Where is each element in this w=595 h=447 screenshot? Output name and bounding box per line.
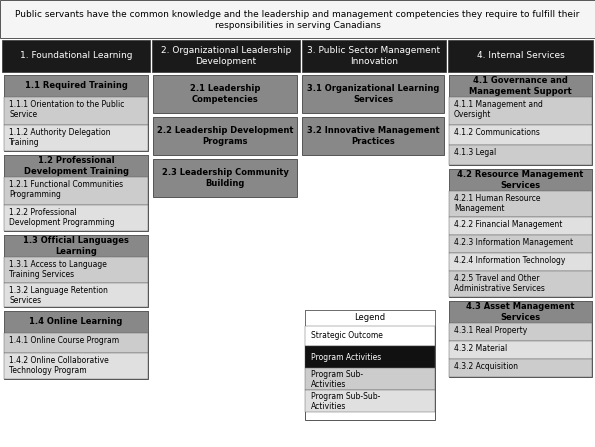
Text: 4.3.1 Real Property: 4.3.1 Real Property	[454, 326, 527, 335]
Bar	[302, 40, 446, 72]
Bar	[449, 359, 592, 377]
Bar	[4, 311, 148, 379]
Text: Program Activities: Program Activities	[311, 353, 381, 362]
Text: 4.1 Governance and
Management Support: 4.1 Governance and Management Support	[469, 76, 572, 96]
Bar	[0, 0, 595, 38]
Text: 1.4.1 Online Course Program: 1.4.1 Online Course Program	[9, 336, 119, 345]
Text: 2.1 Leadership
Competencies: 2.1 Leadership Competencies	[190, 84, 260, 104]
Text: 4.2.2 Financial Management: 4.2.2 Financial Management	[454, 220, 562, 229]
Bar	[449, 97, 592, 125]
Text: 4.2 Resource Management
Services: 4.2 Resource Management Services	[458, 170, 584, 190]
Text: 1.2.1 Functional Communities
Programming: 1.2.1 Functional Communities Programming	[9, 180, 123, 199]
Text: 1.4 Online Learning: 1.4 Online Learning	[29, 317, 123, 326]
Text: 4.3.2 Material: 4.3.2 Material	[454, 344, 508, 353]
Text: 1.1 Required Training: 1.1 Required Training	[24, 81, 127, 90]
Text: 1.1.2 Authority Delegation
Training: 1.1.2 Authority Delegation Training	[9, 128, 111, 148]
Text: 4.1.1 Management and
Oversight: 4.1.1 Management and Oversight	[454, 100, 543, 119]
Bar	[4, 75, 148, 151]
Text: 1.3 Official Languages
Learning: 1.3 Official Languages Learning	[23, 236, 129, 256]
Text: 4.2.3 Information Management: 4.2.3 Information Management	[454, 238, 573, 247]
Text: 4.3.2 Acquisition: 4.3.2 Acquisition	[454, 362, 518, 371]
Bar	[2, 40, 150, 72]
Bar	[4, 155, 148, 177]
Bar	[4, 235, 148, 257]
Bar	[449, 145, 592, 165]
Text: 2. Organizational Leadership
Development: 2. Organizational Leadership Development	[161, 46, 291, 66]
Bar	[449, 125, 592, 145]
Bar	[152, 40, 300, 72]
Bar	[449, 235, 592, 253]
Bar	[305, 326, 435, 346]
Bar	[4, 97, 148, 125]
Text: 4.2.1 Human Resource
Management: 4.2.1 Human Resource Management	[454, 194, 540, 213]
Bar	[449, 271, 592, 297]
Text: 1.1.1 Orientation to the Public
Service: 1.1.1 Orientation to the Public Service	[9, 100, 124, 119]
Text: 4.2.4 Information Technology: 4.2.4 Information Technology	[454, 256, 565, 265]
Bar	[302, 117, 444, 155]
Text: 1.2 Professional
Development Training: 1.2 Professional Development Training	[23, 156, 129, 176]
Text: 1. Foundational Learning: 1. Foundational Learning	[20, 51, 132, 60]
Text: Program Sub-Sub-
Activities: Program Sub-Sub- Activities	[311, 392, 380, 411]
Bar	[4, 257, 148, 283]
Text: 1.2.2 Professional
Development Programming: 1.2.2 Professional Development Programmi…	[9, 208, 115, 228]
Bar	[305, 310, 435, 420]
Bar	[4, 75, 148, 97]
Bar	[449, 191, 592, 217]
Text: 4.1.3 Legal: 4.1.3 Legal	[454, 148, 496, 157]
Bar	[305, 310, 435, 326]
Bar	[449, 301, 592, 323]
Bar	[449, 75, 592, 165]
Text: 3.1 Organizational Learning
Services: 3.1 Organizational Learning Services	[307, 84, 439, 104]
Bar	[4, 155, 148, 231]
Text: Program Sub-
Activities: Program Sub- Activities	[311, 370, 363, 389]
Bar	[449, 169, 592, 297]
Bar	[4, 235, 148, 307]
Bar	[153, 159, 297, 197]
Bar	[305, 368, 435, 390]
Bar	[4, 311, 148, 333]
Bar	[449, 323, 592, 341]
Bar	[4, 205, 148, 231]
Bar	[4, 283, 148, 307]
Text: 2.2 Leadership Development
Programs: 2.2 Leadership Development Programs	[156, 127, 293, 146]
Text: Public servants have the common knowledge and the leadership and management comp: Public servants have the common knowledg…	[15, 10, 580, 30]
Bar	[153, 75, 297, 113]
Text: 4.3 Asset Management
Services: 4.3 Asset Management Services	[466, 302, 575, 322]
Bar	[449, 301, 592, 377]
Bar	[305, 346, 435, 368]
Text: 3.2 Innovative Management
Practices: 3.2 Innovative Management Practices	[306, 127, 439, 146]
Bar	[305, 390, 435, 412]
Bar	[153, 117, 297, 155]
Bar	[4, 177, 148, 205]
Text: 4. Internal Services: 4. Internal Services	[477, 51, 565, 60]
Text: 1.3.2 Language Retention
Services: 1.3.2 Language Retention Services	[9, 286, 108, 305]
Text: 2.3 Leadership Community
Building: 2.3 Leadership Community Building	[162, 169, 289, 188]
Bar	[449, 217, 592, 235]
Bar	[449, 253, 592, 271]
Bar	[4, 333, 148, 353]
Bar	[449, 169, 592, 191]
Bar	[302, 75, 444, 113]
Text: 4.2.5 Travel and Other
Administrative Services: 4.2.5 Travel and Other Administrative Se…	[454, 274, 545, 293]
Text: 1.3.1 Access to Language
Training Services: 1.3.1 Access to Language Training Servic…	[9, 260, 107, 279]
Text: 3. Public Sector Management
Innovation: 3. Public Sector Management Innovation	[308, 46, 440, 66]
Bar	[449, 75, 592, 97]
Text: Legend: Legend	[355, 313, 386, 322]
Bar	[449, 341, 592, 359]
Bar	[448, 40, 593, 72]
Text: Strategic Outcome: Strategic Outcome	[311, 332, 383, 341]
Text: 1.4.2 Online Collaborative
Technology Program: 1.4.2 Online Collaborative Technology Pr…	[9, 356, 109, 375]
Text: 4.1.2 Communications: 4.1.2 Communications	[454, 128, 540, 137]
Bar	[4, 125, 148, 151]
Bar	[4, 353, 148, 379]
